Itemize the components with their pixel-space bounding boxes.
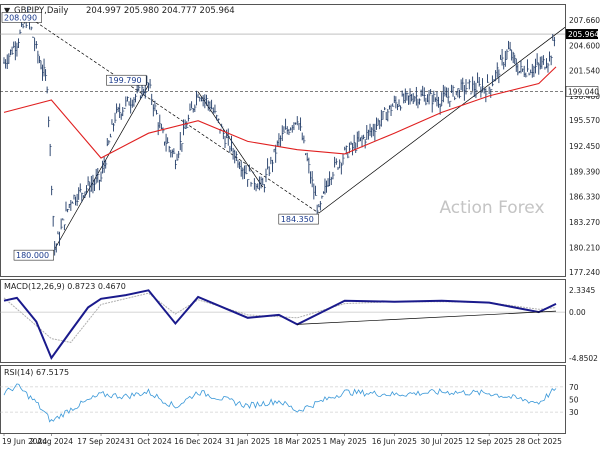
price-axis: 207.660204.600201.540198.480195.570192.4… (565, 16, 600, 277)
label-low-annotation: 180.000 (16, 251, 49, 260)
label-swing-high-annotation: 199.790 (108, 76, 141, 85)
price-plot (0, 6, 566, 256)
macd-plot: 2.3345 0.00 -4.8502 (0, 286, 598, 363)
level-label-bg (565, 86, 599, 97)
x-tick-label: 16 Dec 2024 (174, 437, 222, 446)
macd-tick-label: -4.8502 (569, 354, 598, 363)
ohlc-values: 204.997 205.980 204.777 205.964 (86, 6, 235, 16)
x-tick-label: 18 Mar 2025 (273, 437, 321, 446)
x-tick-label: 19 Jun 2024 (2, 437, 47, 446)
x-tick-label: 17 Sep 2024 (77, 437, 125, 446)
rsi-tick-label: 50 (569, 396, 579, 405)
x-tick-label: 2 Aug 2024 (30, 437, 73, 446)
price-annotations: 208.090 199.790 184.350 180.000 (1, 12, 319, 261)
dashed-trendline (27, 16, 320, 214)
current-price-label: 205.964 (568, 30, 599, 39)
price-tick-label: 204.600 (569, 41, 600, 50)
price-tick-label: 186.330 (569, 193, 600, 202)
label-swing-low-annotation: 184.350 (281, 215, 314, 224)
symbol-label: GBPJPY,Daily (14, 6, 68, 16)
x-tick-label: 28 Oct 2025 (516, 437, 563, 446)
label-high-annotation-box (1, 12, 42, 23)
rsi-tick-label: 70 (569, 383, 579, 392)
label-swing-low-annotation-box (278, 213, 319, 225)
price-tick-label: 192.450 (569, 142, 600, 151)
macd-panel-frame (0, 279, 566, 363)
moving-average-line (3, 66, 557, 159)
header-arrow-icon: ▼ (4, 6, 11, 15)
price-tick-label: 207.660 (569, 16, 600, 25)
rsi-tick-label: 30 (569, 408, 579, 417)
current-price-label-bg (566, 29, 598, 40)
level-label: 199.040 (568, 87, 599, 96)
macd-tick-label: 0.00 (569, 308, 586, 317)
price-tick-label: 180.210 (569, 243, 600, 252)
price-tick-label: 183.270 (569, 218, 600, 227)
x-tick-label: 30 Jul 2025 (420, 437, 463, 446)
label-low-annotation-box (13, 249, 54, 261)
rsi-panel-frame (0, 365, 566, 434)
x-tick-label: 1 May 2025 (323, 437, 367, 446)
price-tick-label: 195.570 (569, 116, 600, 125)
macd-trendline (297, 310, 557, 325)
price-panel-frame (0, 4, 566, 277)
price-tick-label: 189.390 (569, 167, 600, 176)
price-tick-label: 177.240 (569, 268, 600, 277)
macd-line (3, 289, 557, 361)
price-tick-label: 201.540 (569, 67, 600, 76)
rising-support-trendline (318, 27, 566, 214)
x-tick-label: 12 Sep 2025 (465, 437, 513, 446)
macd-title: MACD(12,26,9) 0.8723 0.4670 (4, 282, 126, 291)
x-tick-label: 31 Oct 2024 (125, 437, 172, 446)
rsi-line (3, 383, 557, 423)
label-swing-high-annotation-box (106, 74, 147, 86)
x-tick-label: 31 Jan 2025 (225, 437, 270, 446)
channel-upper-line (54, 85, 149, 250)
rsi-title: RSI(14) 67.5175 (4, 368, 69, 377)
watermark: Action Forex (439, 198, 544, 218)
rsi-plot: 70 50 30 (0, 383, 579, 423)
x-tick-label: 16 Jun 2025 (372, 437, 417, 446)
label-high-annotation: 208.090 (4, 13, 37, 22)
macd-tick-label: 2.3345 (569, 286, 595, 295)
falling-channel-line (197, 91, 264, 188)
